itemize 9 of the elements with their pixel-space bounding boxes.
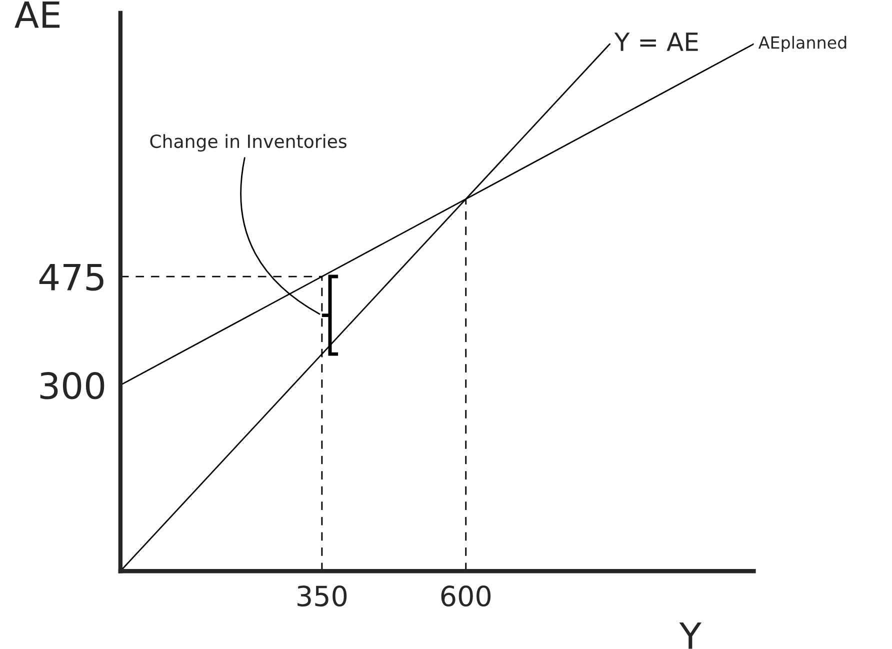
- x-tick-label: 350: [298, 586, 347, 607]
- y-tick-label: 300: [40, 372, 104, 400]
- series-label: AEplanned: [758, 36, 846, 52]
- y-axis-title: AE: [14, 1, 60, 28]
- x-axis-title: Y: [679, 622, 702, 649]
- series-label: Y = AE: [614, 32, 698, 51]
- x-tick-label: 600: [441, 586, 491, 607]
- y-tick-label: 475: [39, 264, 104, 291]
- annotation: Change in Inventories: [150, 134, 346, 152]
